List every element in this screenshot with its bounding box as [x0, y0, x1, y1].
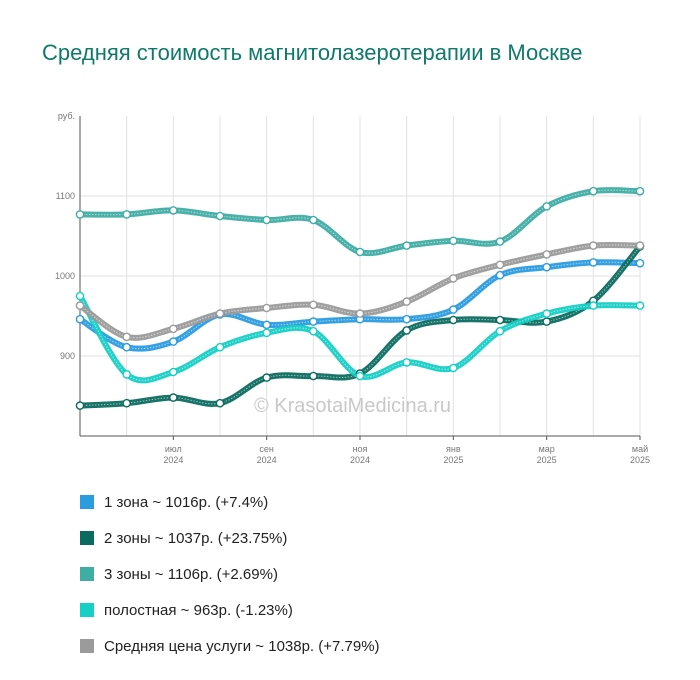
- x-tick-month: мар: [539, 444, 555, 454]
- data-point: [449, 274, 458, 283]
- legend-item[interactable]: полостная ~ 963р. (-1.23%): [80, 592, 380, 628]
- data-point: [449, 236, 458, 246]
- x-tick-month: июл: [165, 444, 182, 454]
- data-point: [449, 305, 458, 314]
- data-point: [355, 371, 365, 381]
- data-point: [449, 363, 458, 373]
- data-point: [75, 314, 85, 324]
- data-point: [215, 398, 225, 408]
- data-point: [75, 401, 85, 410]
- data-point: [122, 332, 131, 342]
- data-point: [635, 241, 645, 250]
- data-point: [262, 320, 271, 330]
- data-point: [75, 210, 85, 219]
- data-point: [542, 262, 551, 272]
- data-point: [495, 270, 505, 280]
- axes: 90010001100руб.июл2024сен2024ноя2024янв2…: [55, 111, 650, 465]
- watermark-text: © KrasotaiMedicina.ru: [254, 395, 451, 417]
- data-point: [542, 250, 551, 259]
- data-point: [75, 291, 85, 301]
- data-points: [75, 186, 645, 410]
- data-point: [402, 241, 411, 250]
- chart-title: Средняя стоимость магнитолазеротерапии в…: [42, 40, 583, 65]
- data-point: [542, 317, 551, 326]
- data-point: [169, 324, 178, 334]
- data-point: [309, 371, 318, 381]
- data-point: [402, 358, 411, 367]
- data-point: [215, 211, 225, 221]
- x-tick-month: май: [632, 444, 648, 454]
- y-tick-label: 1100: [56, 191, 75, 201]
- x-tick-year: 2025: [537, 455, 557, 465]
- data-point: [449, 315, 458, 325]
- data-point: [169, 206, 178, 215]
- data-point: [635, 258, 645, 268]
- y-tick-label: 1000: [55, 271, 75, 281]
- data-point: [589, 301, 598, 310]
- legend-label: 2 зоны ~ 1037р. (+23.75%): [104, 529, 288, 547]
- data-point: [635, 301, 645, 310]
- data-point: [589, 258, 598, 267]
- data-point: [589, 241, 598, 250]
- legend-item[interactable]: 2 зоны ~ 1037р. (+23.75%): [80, 520, 380, 556]
- data-point: [215, 309, 225, 318]
- legend-label: 3 зоны ~ 1106р. (+2.69%): [104, 565, 278, 583]
- data-point: [495, 237, 505, 246]
- data-point: [542, 309, 551, 318]
- data-point: [262, 303, 271, 313]
- data-point: [495, 326, 505, 336]
- y-tick-label: 900: [60, 351, 75, 361]
- x-tick-year: 2024: [350, 455, 370, 465]
- y-axis-label: руб.: [58, 111, 75, 121]
- legend-swatch: [80, 639, 94, 653]
- x-tick-year: 2025: [630, 455, 650, 465]
- legend-label: Средняя цена услуги ~ 1038р. (+7.79%): [104, 637, 380, 655]
- data-point: [262, 373, 271, 382]
- data-point: [355, 247, 365, 257]
- data-point: [589, 186, 598, 196]
- data-point: [262, 328, 271, 338]
- legend-swatch: [80, 495, 94, 509]
- data-point: [309, 215, 318, 225]
- data-point: [169, 337, 178, 346]
- legend-swatch: [80, 603, 94, 617]
- data-point: [495, 260, 505, 270]
- data-point: [635, 186, 645, 196]
- data-point: [402, 297, 411, 306]
- x-tick-year: 2024: [163, 455, 183, 465]
- legend-swatch: [80, 531, 94, 545]
- x-tick-month: сен: [259, 444, 274, 454]
- data-point: [75, 301, 85, 310]
- data-point: [495, 315, 505, 325]
- grid: [79, 116, 641, 436]
- data-point: [402, 314, 411, 324]
- data-point: [402, 326, 411, 335]
- data-point: [169, 367, 178, 377]
- data-point: [122, 342, 131, 352]
- x-tick-year: 2025: [443, 455, 463, 465]
- data-point: [309, 300, 318, 310]
- data-point: [215, 342, 225, 352]
- x-tick-year: 2024: [257, 455, 277, 465]
- x-tick-month: ноя: [353, 444, 368, 454]
- data-point: [542, 202, 551, 211]
- legend-item[interactable]: 3 зоны ~ 1106р. (+2.69%): [80, 556, 380, 592]
- legend: 1 зона ~ 1016р. (+7.4%) 2 зоны ~ 1037р. (…: [80, 484, 380, 664]
- legend-item[interactable]: Средняя цена услуги ~ 1038р. (+7.79%): [80, 628, 380, 664]
- legend-swatch: [80, 567, 94, 581]
- x-tick-month: янв: [446, 444, 461, 454]
- data-point: [309, 326, 318, 336]
- data-point: [122, 210, 131, 219]
- data-point: [355, 309, 365, 318]
- legend-label: 1 зона ~ 1016р. (+7.4%): [104, 493, 269, 511]
- data-point: [122, 398, 131, 408]
- data-point: [122, 370, 131, 379]
- legend-item[interactable]: 1 зона ~ 1016р. (+7.4%): [80, 484, 380, 520]
- data-point: [309, 317, 318, 326]
- data-point: [262, 215, 271, 225]
- data-point: [169, 393, 178, 402]
- legend-label: полостная ~ 963р. (-1.23%): [104, 601, 293, 619]
